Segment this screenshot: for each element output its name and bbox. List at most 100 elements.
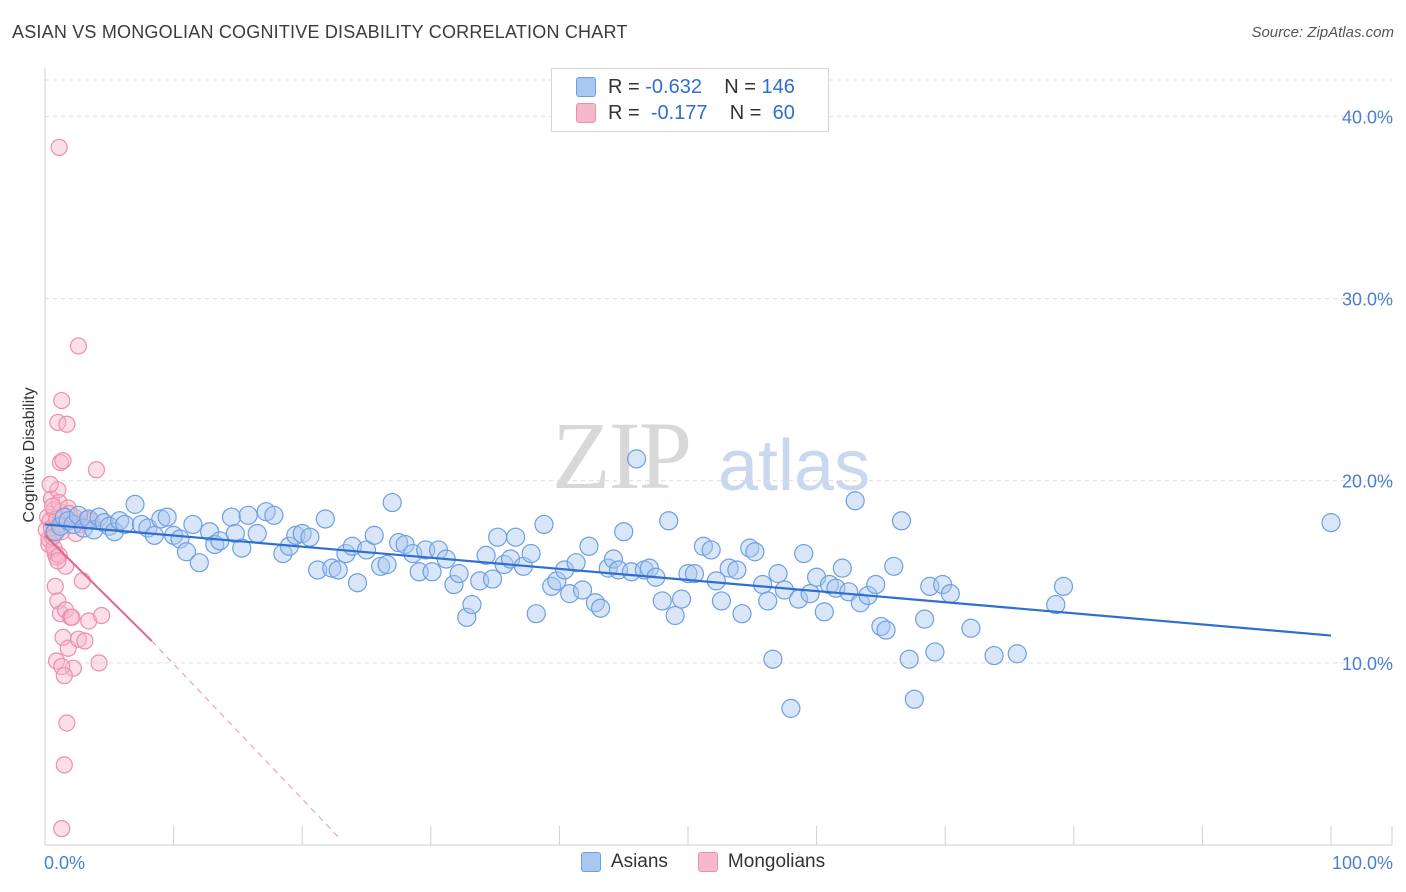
y-tick-label: 20.0% xyxy=(1342,472,1393,492)
asians-point xyxy=(940,584,960,604)
asians-point xyxy=(961,618,981,638)
asians-point xyxy=(68,505,89,525)
legend-n-label: N = xyxy=(729,101,762,124)
mongolians-legend-label: Mongolians xyxy=(727,851,826,872)
mongolians-point xyxy=(80,612,98,630)
mongolians-points xyxy=(37,138,111,838)
asians-point xyxy=(422,562,442,582)
asians-point xyxy=(659,511,679,531)
asians-point xyxy=(871,616,891,637)
series-legend: Asians Mongolians xyxy=(0,851,1406,873)
asians-point xyxy=(866,574,886,595)
asians-point xyxy=(603,549,624,569)
mongolians-swatch xyxy=(576,103,596,123)
mongolians-point xyxy=(69,337,88,355)
asians-point xyxy=(590,598,611,618)
asians-point xyxy=(183,514,203,535)
asians-point xyxy=(1007,644,1027,664)
y-tick-label: 40.0% xyxy=(1342,107,1393,127)
mongolians-point xyxy=(51,453,70,472)
asians-point xyxy=(1321,513,1341,533)
axes xyxy=(44,68,1393,846)
legend-r-label: R = xyxy=(608,101,640,124)
y-tick-label: 10.0% xyxy=(1342,654,1393,674)
asians-point xyxy=(542,576,562,596)
asians-point xyxy=(800,584,820,604)
asians-point xyxy=(308,560,328,580)
mongolians-legend-swatch xyxy=(697,852,718,872)
asians-legend-label: Asians xyxy=(610,851,668,872)
asians-point xyxy=(832,558,852,578)
asians-point xyxy=(876,620,896,640)
legend-item-asians[interactable]: Asians xyxy=(580,851,668,873)
asians-point xyxy=(684,564,705,584)
asians-point xyxy=(264,505,284,525)
asians-point xyxy=(125,494,145,514)
asians-point xyxy=(572,580,593,600)
mongolians-point xyxy=(46,577,64,595)
asians-point xyxy=(585,593,606,613)
asians-point xyxy=(850,593,870,613)
mongolians-point xyxy=(53,391,71,410)
asians-point xyxy=(115,514,135,535)
mongolians-point xyxy=(58,415,76,433)
asians-point xyxy=(389,533,409,553)
asians-point xyxy=(449,564,469,584)
asians-point xyxy=(328,560,348,580)
asians-point xyxy=(488,527,508,547)
asians-point xyxy=(476,545,496,565)
asians-point xyxy=(157,507,177,527)
asians-point xyxy=(845,491,865,511)
asians-point xyxy=(904,689,924,709)
mongolians-point xyxy=(58,714,76,732)
legend-row-mongolians: R = -0.177 N = 60 xyxy=(576,100,795,126)
asians-point xyxy=(462,594,482,615)
asians-point xyxy=(315,509,335,529)
mongolians-trend-extension xyxy=(151,640,342,840)
asians-legend-swatch xyxy=(580,852,601,872)
mongolians-point xyxy=(50,138,68,156)
asians-point xyxy=(45,522,65,542)
asians-point xyxy=(781,698,801,718)
mongolians-point xyxy=(73,572,91,590)
asians-point xyxy=(819,574,840,595)
mongolians-point xyxy=(50,546,68,564)
asians-point xyxy=(506,527,526,547)
asians-point xyxy=(534,514,554,535)
asians-point xyxy=(678,564,698,584)
asians-point xyxy=(189,553,209,573)
asians-n-value: 146 xyxy=(761,75,795,98)
asians-point xyxy=(151,509,171,529)
asians-point xyxy=(300,527,320,547)
asians-point xyxy=(286,525,306,545)
mongolians-point xyxy=(54,452,72,470)
asians-point xyxy=(238,505,258,525)
asians-point xyxy=(176,542,197,562)
asians-trend-line xyxy=(44,523,1332,637)
legend-item-mongolians[interactable]: Mongolians xyxy=(697,851,826,873)
asians-point xyxy=(915,609,935,629)
asians-point xyxy=(701,540,721,560)
asians-point xyxy=(732,604,752,624)
asians-point xyxy=(671,589,692,609)
asians-point xyxy=(711,591,732,611)
y-tick-label: 30.0% xyxy=(1342,290,1393,310)
asians-point xyxy=(579,536,599,556)
asians-point xyxy=(891,511,912,531)
asians-point xyxy=(364,525,384,545)
asians-point xyxy=(794,543,814,564)
asians-point xyxy=(984,645,1004,666)
watermark-zip: ZIP xyxy=(552,402,692,509)
asians-point xyxy=(665,605,685,626)
asians-point xyxy=(547,571,567,591)
asians-point xyxy=(884,556,904,576)
mongolians-point xyxy=(55,756,73,774)
asians-point xyxy=(247,523,267,544)
legend-r-label: R = xyxy=(608,75,640,98)
asians-point xyxy=(322,558,342,578)
asians-point xyxy=(221,507,242,527)
asians-point xyxy=(1046,594,1066,615)
x-tick-label: 0.0% xyxy=(44,853,85,873)
asians-point xyxy=(740,538,760,558)
